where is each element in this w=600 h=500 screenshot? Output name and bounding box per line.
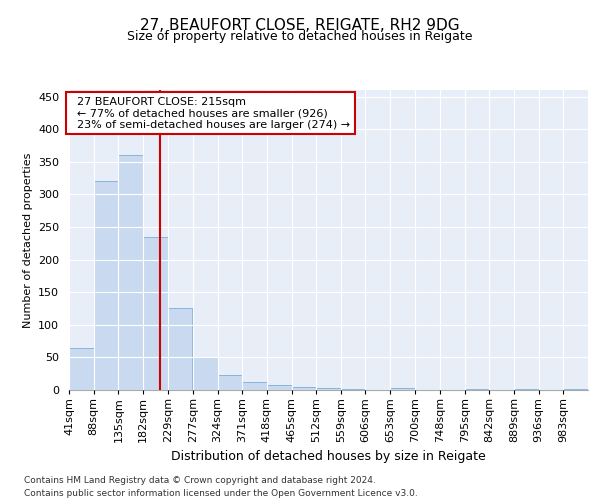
Bar	[316, 388, 341, 390]
Text: 27, BEAUFORT CLOSE, REIGATE, RH2 9DG: 27, BEAUFORT CLOSE, REIGATE, RH2 9DG	[140, 18, 460, 32]
Bar	[143, 238, 167, 390]
X-axis label: Distribution of detached houses by size in Reigate: Distribution of detached houses by size …	[171, 450, 486, 464]
Text: 27 BEAUFORT CLOSE: 215sqm
  ← 77% of detached houses are smaller (926)
  23% of : 27 BEAUFORT CLOSE: 215sqm ← 77% of detac…	[70, 96, 350, 130]
Bar	[390, 388, 415, 390]
Text: Contains public sector information licensed under the Open Government Licence v3: Contains public sector information licen…	[24, 489, 418, 498]
Bar	[118, 155, 143, 390]
Text: Size of property relative to detached houses in Reigate: Size of property relative to detached ho…	[127, 30, 473, 43]
Bar	[218, 375, 242, 390]
Bar	[464, 388, 490, 390]
Bar	[94, 182, 118, 390]
Bar	[69, 348, 94, 390]
Y-axis label: Number of detached properties: Number of detached properties	[23, 152, 32, 328]
Bar	[514, 388, 539, 390]
Bar	[292, 386, 316, 390]
Bar	[193, 358, 218, 390]
Text: Contains HM Land Registry data © Crown copyright and database right 2024.: Contains HM Land Registry data © Crown c…	[24, 476, 376, 485]
Bar	[242, 382, 267, 390]
Bar	[563, 388, 588, 390]
Bar	[267, 385, 292, 390]
Bar	[167, 308, 193, 390]
